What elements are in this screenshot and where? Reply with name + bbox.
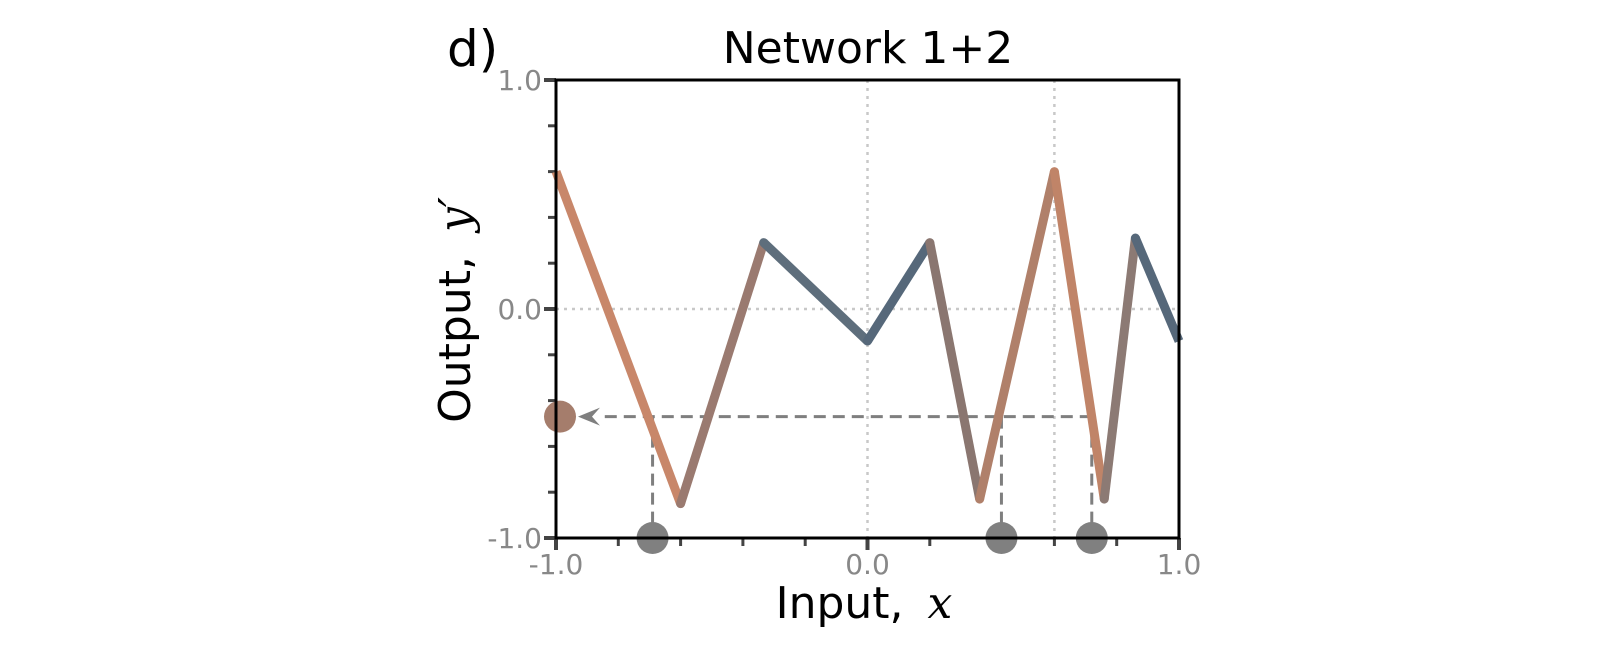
series-vertex <box>1099 494 1109 504</box>
series-vertex <box>676 499 686 509</box>
points <box>544 400 1108 554</box>
series-vertex <box>1130 233 1140 243</box>
series-line <box>551 167 1184 509</box>
series-segment <box>863 240 934 344</box>
y-axis-label: Output, y′ <box>430 197 481 423</box>
y-tick-label: 1.0 <box>497 64 542 97</box>
y-tick-label: -1.0 <box>487 522 542 555</box>
y-tick-labels: -1.0 0.0 1.0 <box>487 64 542 555</box>
y-axis-label-text: Output, <box>430 256 481 423</box>
series-segment <box>760 239 871 345</box>
series-vertex <box>863 336 872 346</box>
y-tick-label: 0.0 <box>497 293 542 326</box>
x-axis-label-text: Input, <box>776 578 904 629</box>
series-vertex <box>759 238 769 248</box>
x-axis-variable: x <box>928 578 953 629</box>
series-segment <box>925 241 985 500</box>
x-tick-label: -1.0 <box>529 548 584 581</box>
x-tick-label: 0.0 <box>845 548 890 581</box>
y-axis-variable: y′ <box>430 197 481 234</box>
series-vertex <box>1049 167 1059 177</box>
output-point <box>544 400 576 433</box>
series-segment <box>676 241 769 506</box>
x-tick-labels: -1.0 0.0 1.0 <box>529 548 1202 581</box>
series-segment <box>1049 170 1109 500</box>
chart-title: Network 1+2 <box>723 23 1014 74</box>
grid-lines <box>556 80 1179 538</box>
arrow-head <box>578 407 600 426</box>
series-vertex <box>975 494 985 504</box>
x-axis-label: Input, x <box>776 578 953 629</box>
series-segment <box>975 170 1059 501</box>
series-vertex <box>925 238 935 248</box>
series-segment <box>1131 236 1184 343</box>
series-segment <box>1099 237 1140 500</box>
x-tick-label: 1.0 <box>1157 548 1202 581</box>
series-segment <box>551 170 685 506</box>
panel-label: d) <box>447 20 498 78</box>
plot-frame <box>554 78 1181 540</box>
axis-ticks <box>544 78 1181 550</box>
